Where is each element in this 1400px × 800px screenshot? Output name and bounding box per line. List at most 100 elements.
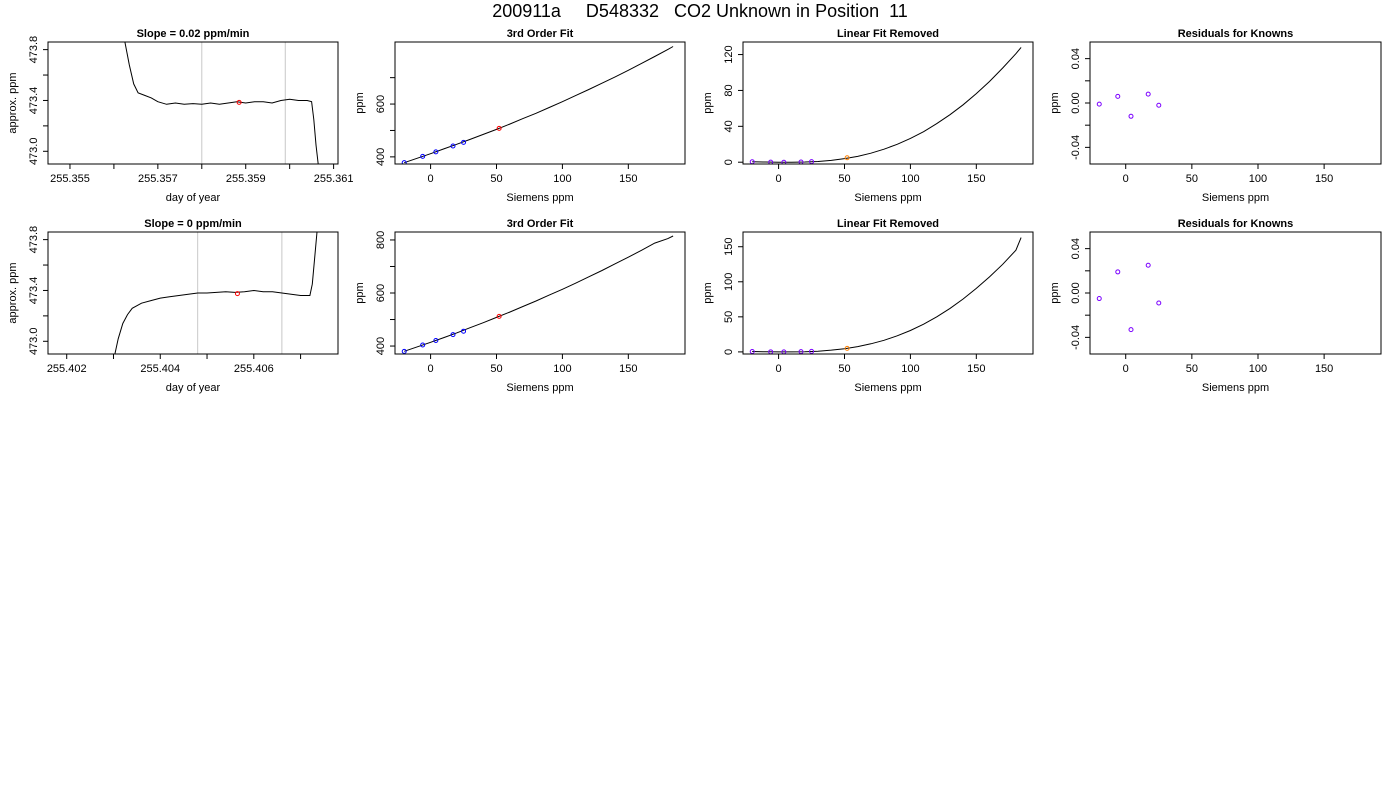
y-tick-label: -0.04 [1070,135,1082,160]
panel-r1-fit: 3rd Order Fit 0 50 100 150 Siemens ppm 400 600 p… [354,28,686,204]
y-axis-label: ppm [702,92,714,113]
x-axis-label: day of year [166,192,221,204]
x-tick-label: 150 [619,173,637,185]
y-tick-label: 473.4 [28,277,40,305]
x-axis-label: Siemens ppm [506,192,573,204]
y-tick-label: 473.4 [28,87,40,115]
x-tick-label: 150 [967,363,985,375]
known-point [809,348,815,354]
fit-curve-line [752,237,1022,353]
x-tick-label: 100 [1249,173,1267,185]
plot-frame [47,41,339,165]
panel-r2-timeseries: Slope = 0 ppm/min 255.402 255.404 255.406 da… [7,218,339,394]
plot-data-area [124,42,319,164]
x-tick-label: 50 [1186,363,1198,375]
x-axis-label: Siemens ppm [854,192,921,204]
x-tick-label: 0 [776,173,782,185]
y-tick-label: 50 [723,311,735,323]
y-tick-label: 0 [723,159,735,165]
plot-data-area [1096,91,1162,119]
plot-data-area [114,232,318,354]
y-tick-label: 120 [723,45,735,63]
x-tick-label: 255.357 [138,173,178,185]
x-tick-label: 100 [901,363,919,375]
y-tick-label: 100 [723,273,735,291]
plot-data-area [749,237,1022,354]
x-tick-label: 150 [619,363,637,375]
x-tick-label: 255.361 [314,173,354,185]
x-tick-label: 0 [428,173,434,185]
y-tick-label: 473.0 [28,138,40,166]
y-tick-label: 80 [723,84,735,96]
panel-title: 3rd Order Fit [507,28,574,40]
x-tick-label: 0 [776,363,782,375]
y-axis-label: approx. ppm [7,72,19,133]
x-tick-label: 150 [1315,173,1333,185]
series-line [124,42,319,164]
x-tick-label: 0 [1123,363,1129,375]
y-axis-label: ppm [1049,282,1061,303]
plot-data-area [401,235,674,354]
panel-r1-residuals: Residuals for Knowns 0 50 100 150 Siemens ppm… [1049,28,1382,204]
unknown-point [496,313,502,319]
residual-point [1096,101,1102,107]
y-tick-label: 40 [723,120,735,132]
panel-r2-fit: 3rd Order Fit 0 50 100 150 Siemens ppm 400 600 8… [354,218,686,394]
residual-point [1156,102,1162,108]
known-point [749,348,755,354]
y-tick-label: 0.04 [1070,48,1082,69]
panel-title: Residuals for Knowns [1178,28,1294,40]
data-point [236,99,242,105]
x-tick-label: 0 [428,363,434,375]
plot-data-area [1096,262,1162,333]
panel-title: Residuals for Knowns [1178,218,1294,230]
plot-frame [1089,41,1382,165]
y-tick-label: 400 [375,337,387,355]
known-point [450,143,456,149]
known-point [433,149,439,155]
residual-point [1115,93,1121,99]
fit-curve-line [752,47,1022,163]
panel-title: Linear Fit Removed [837,218,939,230]
data-point [234,291,240,297]
x-tick-label: 100 [1249,363,1267,375]
x-tick-label: 255.404 [140,363,180,375]
known-point [781,159,787,164]
x-axis-label: Siemens ppm [854,382,921,394]
known-point [401,160,407,164]
panel-r2-linear-removed: Linear Fit Removed 0 50 100 150 Siemens ppm 0 5… [702,218,1034,394]
residual-point [1115,269,1121,275]
x-tick-label: 0 [1123,173,1129,185]
y-tick-label: 473.8 [28,226,40,254]
x-tick-label: 255.402 [47,363,87,375]
known-point [768,159,774,164]
residual-point [1128,327,1134,333]
page-title: 200911a D548332 CO2 Unknown in Position … [492,1,908,21]
x-axis-label: Siemens ppm [1202,382,1269,394]
plot-frame [1089,231,1382,355]
y-tick-label: 0.00 [1070,92,1082,113]
y-tick-label: 0.04 [1070,238,1082,259]
x-axis-label: Siemens ppm [1202,192,1269,204]
known-point [461,328,467,334]
x-axis-label: Siemens ppm [506,382,573,394]
plot-data-area [749,47,1022,164]
y-axis-label: ppm [702,282,714,303]
known-point [433,337,439,343]
x-tick-label: 50 [1186,173,1198,185]
y-tick-label: 473.8 [28,36,40,64]
residual-point [1145,262,1151,268]
panel-title: Slope = 0.02 ppm/min [137,28,250,40]
unknown-point [496,125,502,131]
known-point [461,139,467,145]
panel-title: Slope = 0 ppm/min [144,218,242,230]
known-point [450,332,456,338]
plot-data-area [401,46,674,164]
panel-r1-timeseries: Slope = 0.02 ppm/min 255.355 255.357 255.35… [7,28,353,204]
plot-frame [394,41,686,165]
y-axis-label: ppm [1049,92,1061,113]
panel-title: Linear Fit Removed [837,28,939,40]
y-tick-label: 473.0 [28,328,40,356]
residual-point [1145,91,1151,97]
panel-r2-residuals: Residuals for Knowns 0 50 100 150 Siemens ppm… [1049,218,1382,394]
